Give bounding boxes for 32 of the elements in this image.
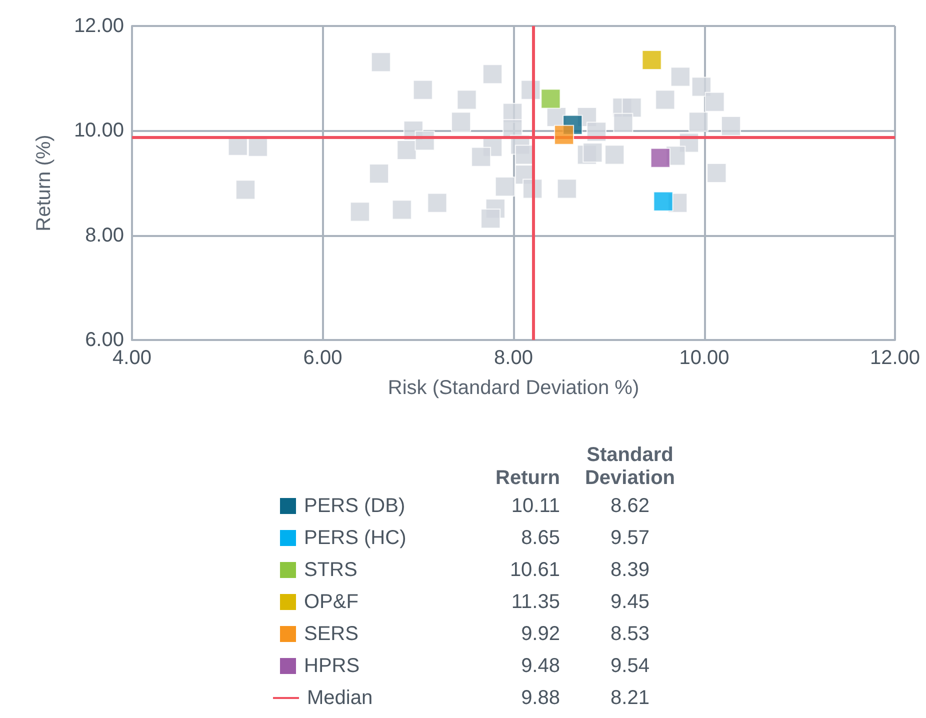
x-tick-label: 12.00: [870, 347, 920, 369]
text: 11.35: [510, 590, 561, 614]
text: 8.53: [610, 622, 650, 646]
text: 8.65: [520, 526, 561, 550]
x-tick-label: 6.00: [303, 347, 342, 369]
text: 10.61: [508, 558, 561, 582]
x-axis-title: Risk (Standard Deviation %): [388, 377, 640, 399]
text: 8.39: [610, 558, 650, 582]
legend-label: PERS (HC): [303, 526, 408, 550]
y-tick-label: 10.00: [74, 120, 124, 142]
x-tick-label: 10.00: [679, 347, 730, 369]
text: Return: [494, 466, 561, 490]
legend-label: Median: [306, 686, 374, 710]
text: 8.62: [610, 494, 650, 518]
text: 9.54: [610, 654, 650, 678]
text: 10.11: [510, 494, 561, 518]
text: 9.48: [520, 654, 561, 678]
legend-label: HPRS: [303, 654, 361, 678]
legend-label: STRS: [303, 558, 358, 582]
y-tick-label: 8.00: [85, 224, 124, 246]
y-tick-label: 12.00: [74, 15, 124, 37]
text: 9.92: [520, 622, 561, 646]
text: 9.88: [520, 686, 561, 710]
y-axis-title: Return (%): [33, 134, 55, 232]
legend-label: OP&F: [303, 590, 360, 614]
text: Standard Deviation: [584, 443, 676, 490]
legend-label: PERS (DB): [303, 494, 406, 518]
text: 9.57: [610, 526, 650, 550]
text: 9.45: [610, 590, 650, 614]
x-tick-label: 8.00: [494, 347, 533, 369]
legend-label: SERS: [303, 622, 360, 646]
text: 8.21: [610, 686, 650, 710]
